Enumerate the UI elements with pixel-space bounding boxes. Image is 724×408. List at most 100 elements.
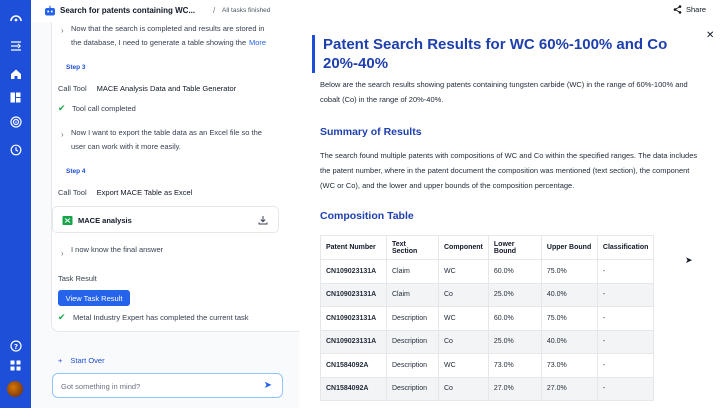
column-header: Classification [597, 236, 654, 260]
summary-line: (WC or Co), and the lower and upper boun… [320, 178, 700, 193]
chevron-right-icon[interactable]: › [61, 24, 64, 38]
intro-line: cobalt (Co) in the range of 20%-40%. [320, 92, 700, 107]
table-cell: Co [439, 283, 489, 307]
table-heading: Composition Table [320, 210, 414, 222]
final-thought: I now know the final answer [71, 243, 163, 257]
task-title: Search for patents containing WC... [60, 6, 195, 15]
check-icon: ✔ [58, 103, 66, 114]
table-cell: 75.0% [541, 307, 597, 331]
table-cell: Description [387, 354, 439, 378]
column-header: Lower Bound [488, 236, 541, 260]
composition-table: Patent Number Text Section Component Low… [320, 235, 654, 401]
table-cell: WC [439, 307, 489, 331]
call-tool-label: Call Tool [58, 84, 87, 93]
table-cell: 73.0% [488, 354, 541, 378]
excel-file-attachment[interactable]: MACE analysis [52, 206, 279, 233]
table-row: CN109023131A Claim Co 25.0% 40.0% - [321, 283, 654, 307]
table-cell: Claim [387, 260, 439, 284]
chat-input[interactable]: Got something in mind? ➤ [52, 373, 283, 398]
column-header: Text Section [387, 236, 439, 260]
start-over-label: Start Over [70, 356, 104, 365]
share-button[interactable]: Share [673, 5, 706, 14]
top-header: Search for patents containing WC... / Al… [31, 0, 724, 22]
tool-name: MACE Analysis Data and Table Generator [97, 84, 237, 93]
chat-input-placeholder: Got something in mind? [61, 382, 140, 391]
table-cell: CN109023131A [321, 307, 387, 331]
tool-status: Tool call completed [72, 104, 136, 113]
mouse-cursor-icon: ➤ [685, 255, 693, 266]
help-icon[interactable]: ? [8, 338, 23, 353]
step-label: Step 4 [66, 168, 86, 175]
report-intro: Below are the search results showing pat… [320, 77, 700, 107]
summary-line: The search found multiple patents with c… [320, 148, 700, 163]
apps-grid-icon[interactable] [8, 358, 23, 373]
table-cell: Description [387, 307, 439, 331]
radar-icon[interactable] [8, 114, 23, 129]
column-header: Component [439, 236, 489, 260]
share-icon [673, 5, 682, 14]
table-cell: WC [439, 354, 489, 378]
table-row: CN1584092A Description Co 27.0% 27.0% - [321, 377, 654, 401]
thought-text: Now I want to export the table data as a… [71, 126, 262, 140]
thought-text: user can work with it more easily. [71, 140, 181, 154]
table-cell: 40.0% [541, 283, 597, 307]
column-header: Patent Number [321, 236, 387, 260]
task-status: All tasks finished [222, 7, 270, 14]
close-icon[interactable]: ✕ [706, 30, 714, 41]
table-cell: CN1584092A [321, 354, 387, 378]
more-link[interactable]: More [249, 36, 266, 50]
table-cell: CN109023131A [321, 283, 387, 307]
table-header-row: Patent Number Text Section Component Low… [321, 236, 654, 260]
table-cell: - [597, 330, 654, 354]
task-robot-icon [44, 5, 56, 17]
call-tool-row: Call ToolExport MACE Table as Excel [58, 188, 192, 197]
chevron-right-icon[interactable]: › [61, 247, 64, 261]
home-icon[interactable] [8, 66, 23, 81]
breadcrumb-separator: / [213, 6, 215, 15]
table-cell: Description [387, 377, 439, 401]
table-cell: - [597, 260, 654, 284]
table-cell: 75.0% [541, 260, 597, 284]
table-row: CN109023131A Claim WC 60.0% 75.0% - [321, 260, 654, 284]
table-cell: 40.0% [541, 330, 597, 354]
library-icon[interactable] [8, 90, 23, 105]
table-cell: 27.0% [488, 377, 541, 401]
call-tool-row: Call Tool MACE Analysis Data and Table Ge… [58, 84, 236, 93]
report-title: Patent Search Results for WC 60%-100% an… [312, 35, 692, 73]
summary-text: The search found multiple patents with c… [320, 148, 700, 193]
left-rail: ? [0, 0, 31, 408]
table-row: CN109023131A Description WC 60.0% 75.0% … [321, 307, 654, 331]
table-cell: 60.0% [488, 260, 541, 284]
table-cell: CN109023131A [321, 260, 387, 284]
table-row: CN1584092A Description WC 73.0% 73.0% - [321, 354, 654, 378]
table-cell: Co [439, 330, 489, 354]
chevron-right-icon[interactable]: › [61, 128, 64, 142]
logo-icon[interactable] [8, 10, 23, 25]
expand-sidebar-icon[interactable] [8, 38, 23, 53]
table-cell: 60.0% [488, 307, 541, 331]
thought-text: the database, I need to generate a table… [71, 36, 246, 50]
history-icon[interactable] [8, 142, 23, 157]
user-avatar[interactable] [7, 381, 23, 397]
table-cell: CN109023131A [321, 330, 387, 354]
intro-line: Below are the search results showing pat… [320, 77, 700, 92]
summary-line: the patent number, where in the patent d… [320, 163, 700, 178]
send-icon[interactable]: ➤ [264, 380, 272, 391]
view-task-result-button[interactable]: View Task Result [58, 290, 130, 306]
share-label: Share [686, 5, 706, 14]
table-cell: 73.0% [541, 354, 597, 378]
start-over-button[interactable]: + Start Over [58, 356, 105, 365]
table-cell: 25.0% [488, 330, 541, 354]
table-cell: Description [387, 330, 439, 354]
table-cell: - [597, 354, 654, 378]
task-steps-card [51, 22, 319, 332]
thought-text: Now that the search is completed and res… [71, 22, 264, 36]
table-cell: Claim [387, 283, 439, 307]
download-icon[interactable] [258, 215, 268, 225]
file-name: MACE analysis [78, 216, 132, 225]
check-icon: ✔ [58, 312, 66, 323]
table-cell: Co [439, 377, 489, 401]
column-header: Upper Bound [541, 236, 597, 260]
table-cell: - [597, 377, 654, 401]
table-cell: WC [439, 260, 489, 284]
